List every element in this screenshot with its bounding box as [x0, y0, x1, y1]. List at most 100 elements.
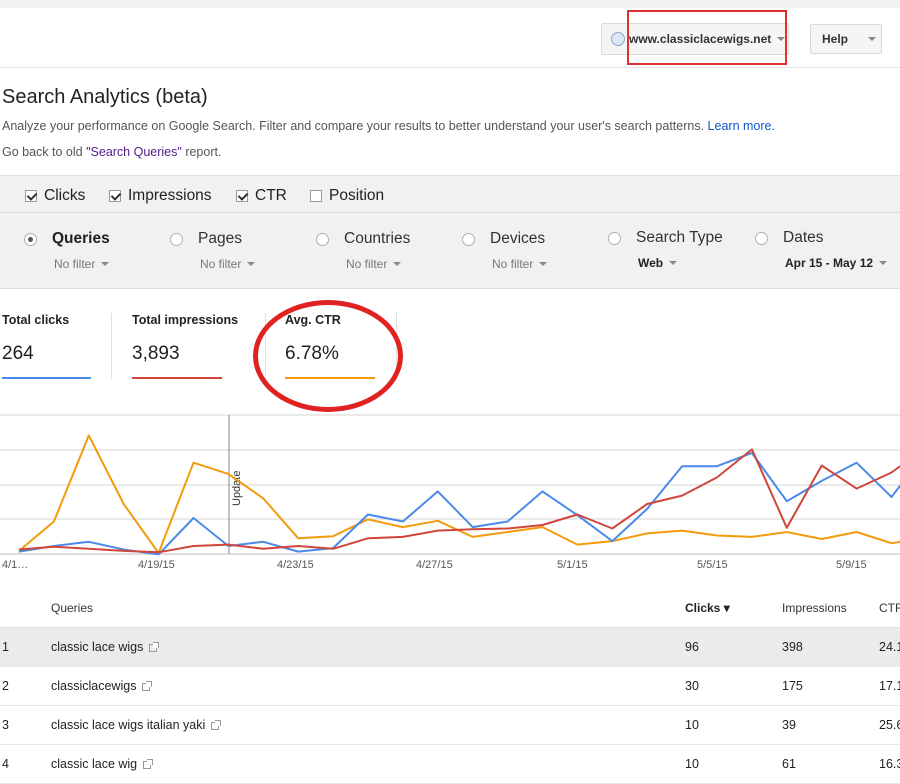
total-impressions-card[interactable]: Total impressions 3,893 — [132, 313, 238, 379]
filter-label: No filter — [346, 257, 388, 271]
row-number: 2 — [2, 679, 9, 693]
clicks-value: 10 — [685, 718, 699, 732]
ctr-value: 24.1 — [879, 640, 900, 654]
filter-label: Web — [638, 256, 664, 270]
table-row[interactable]: 4 classic lace wig 10 61 16.3 — [0, 745, 900, 784]
x-tick-label: 5/5/15 — [697, 559, 728, 571]
col-ctr[interactable]: CTR — [879, 601, 900, 615]
radio-icon — [170, 232, 183, 246]
checkbox-icon — [109, 190, 121, 202]
radio-icon — [24, 232, 37, 246]
dimension-devices[interactable]: Devices No filter — [462, 230, 548, 271]
external-link-icon[interactable] — [149, 642, 160, 652]
chevron-down-icon — [393, 262, 402, 266]
metric-label: CTR — [255, 187, 287, 204]
old-report-line: Go back to old "Search Queries" report. — [2, 145, 221, 159]
x-tick-label: 4/27/15 — [416, 559, 453, 571]
radio-icon — [608, 231, 621, 245]
query-text[interactable]: classic lace wigs italian yaki — [51, 718, 222, 732]
dimension-search-type[interactable]: Search Type Web — [608, 229, 723, 270]
filter-label: No filter — [54, 257, 96, 271]
metric-position[interactable]: Position — [310, 187, 384, 205]
site-name: www.classiclacewigs.net — [629, 32, 772, 46]
metric-label: Impressions — [128, 187, 212, 204]
stat-underline — [2, 377, 91, 379]
metrics-bar: Clicks Impressions CTR Position — [0, 175, 900, 213]
dimension-pages[interactable]: Pages No filter — [170, 230, 256, 271]
table-row[interactable]: 3 classic lace wigs italian yaki 10 39 25.6 — [0, 706, 900, 745]
dimension-dates[interactable]: Dates Apr 15 - May 12 — [755, 229, 888, 270]
checkbox-icon — [236, 190, 248, 202]
chevron-down-icon — [777, 37, 786, 41]
filter-label: No filter — [492, 257, 534, 271]
help-label: Help — [822, 32, 849, 46]
dimension-bar: Queries No filter Pages No filter Countr… — [0, 213, 900, 289]
external-link-icon[interactable] — [142, 681, 153, 691]
dimension-filter[interactable]: No filter — [54, 257, 110, 271]
row-number: 3 — [2, 718, 9, 732]
top-strip — [0, 0, 900, 8]
dimension-label: Countries — [344, 230, 411, 247]
dimension-queries[interactable]: Queries No filter — [24, 230, 110, 271]
external-link-icon[interactable] — [211, 720, 222, 730]
query-text[interactable]: classic lace wig — [51, 757, 154, 771]
x-tick-label: 5/9/15 — [836, 559, 867, 571]
chevron-down-icon — [539, 262, 548, 266]
dimension-countries[interactable]: Countries No filter — [316, 230, 410, 271]
dimension-filter[interactable]: Apr 15 - May 12 — [785, 256, 888, 270]
clicks-value: 96 — [685, 640, 699, 654]
dimension-filter[interactable]: No filter — [346, 257, 410, 271]
results-table: Queries Clicks ▾ Impressions CTR 1 classi… — [0, 590, 900, 784]
ctr-series-line — [18, 434, 900, 554]
old-report-link[interactable]: "Search Queries" — [86, 145, 182, 159]
learn-more-link[interactable]: Learn more. — [707, 119, 775, 133]
chevron-down-icon — [247, 262, 256, 266]
query-text[interactable]: classiclacewigs — [51, 679, 153, 693]
dimension-filter[interactable]: Web — [638, 256, 723, 270]
filter-label: No filter — [200, 257, 242, 271]
col-clicks[interactable]: Clicks ▾ — [685, 601, 730, 615]
table-row[interactable]: 2 classiclacewigs 30 175 17.1 — [0, 667, 900, 706]
impressions-value: 398 — [782, 640, 803, 654]
metric-impressions[interactable]: Impressions — [109, 187, 212, 205]
total-clicks-card[interactable]: Total clicks 264 — [2, 313, 91, 379]
metric-clicks[interactable]: Clicks — [25, 187, 85, 205]
header-bar: www.classiclacewigs.net Help — [0, 8, 900, 68]
impressions-series-line — [18, 448, 900, 554]
radio-icon — [755, 231, 768, 245]
ctr-circle-annotation — [253, 300, 403, 412]
external-link-icon[interactable] — [143, 759, 154, 769]
clicks-value: 10 — [685, 757, 699, 771]
impressions-value: 39 — [782, 718, 796, 732]
metric-ctr[interactable]: CTR — [236, 187, 287, 205]
page-title: Search Analytics (beta) — [2, 86, 208, 108]
dimension-label: Queries — [52, 230, 110, 247]
performance-chart[interactable]: Update 4/1… 4/19/15 4/23/15 4/27/15 5/1/15 5/5… — [0, 414, 900, 574]
ctr-value: 17.1 — [879, 679, 900, 693]
query-text[interactable]: classic lace wigs — [51, 640, 160, 654]
chevron-down-icon — [868, 37, 877, 41]
col-queries[interactable]: Queries — [51, 601, 94, 615]
site-selector[interactable]: www.classiclacewigs.net — [601, 23, 789, 55]
dimension-label: Dates — [783, 229, 824, 246]
checkbox-icon — [25, 190, 37, 202]
stat-underline — [132, 377, 222, 379]
impressions-value: 175 — [782, 679, 803, 693]
dimension-label: Devices — [490, 230, 546, 247]
dimension-label: Pages — [198, 230, 242, 247]
ctr-value: 25.6 — [879, 718, 900, 732]
help-button[interactable]: Help — [810, 24, 882, 54]
dimension-filter[interactable]: No filter — [492, 257, 548, 271]
update-annotation: Update — [231, 471, 243, 506]
site-highlight-annotation — [627, 10, 787, 65]
stat-value: 264 — [2, 343, 34, 364]
table-row[interactable]: 1 classic lace wigs 96 398 24.1 — [0, 628, 900, 667]
x-tick-label: 4/1… — [2, 559, 28, 571]
metric-label: Position — [329, 187, 385, 204]
page-description: Analyze your performance on Google Searc… — [2, 119, 775, 133]
metric-label: Clicks — [44, 187, 86, 204]
dimension-filter[interactable]: No filter — [200, 257, 256, 271]
checkbox-icon — [310, 190, 322, 202]
row-number: 4 — [2, 757, 9, 771]
col-impressions[interactable]: Impressions — [782, 601, 847, 615]
